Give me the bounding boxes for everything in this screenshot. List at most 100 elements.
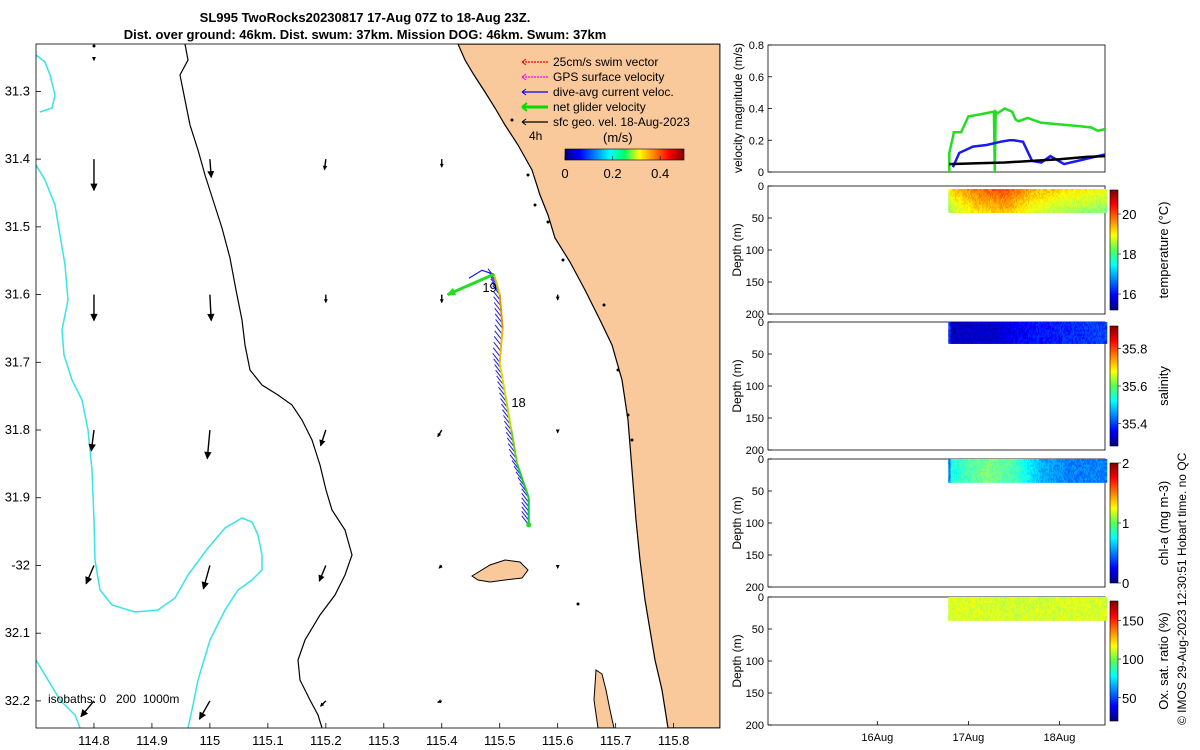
colorbar-tick-label: 35.8	[1122, 342, 1147, 357]
track-label-19: 19	[482, 280, 496, 295]
depth-y-tick-label: 150	[746, 413, 764, 425]
geo-vector-arrow	[319, 700, 327, 707]
colorbar-tick-label: 35.4	[1122, 417, 1147, 432]
depth-data-point	[1104, 322, 1108, 325]
current-feather	[492, 347, 501, 357]
velocity-series-line	[951, 139, 1106, 168]
land-mainland	[457, 44, 720, 728]
geo-vector-arrow	[207, 294, 215, 322]
depth-y-tick-label: 200	[746, 309, 764, 321]
depth-panel-data-points	[948, 322, 1108, 344]
net-velocity-arrow-head	[446, 287, 457, 296]
map-x-tick-label: 115.8	[658, 733, 690, 748]
depth-data-point	[1104, 208, 1108, 211]
land-small-island	[593, 669, 615, 728]
current-feather	[494, 313, 503, 324]
map-legend: 25cm/s swim vector GPS surface velocity …	[521, 55, 690, 181]
depth-y-tick-label: 50	[752, 213, 764, 225]
map-colorbar-ticks: 0 0.2 0.4	[561, 156, 669, 181]
depth-data-point	[1104, 191, 1108, 194]
velocity-series	[948, 107, 1106, 173]
depth-data-point	[1104, 323, 1108, 327]
depth-colorbar	[1109, 189, 1119, 311]
depth-y-tick-label: 150	[746, 277, 764, 289]
colorbar-tick-label: 18	[1122, 247, 1136, 262]
current-feather	[521, 492, 530, 503]
geo-vector-arrow	[207, 159, 215, 179]
geo-vector-arrow-head	[322, 165, 328, 171]
chart-title-line2: Dist. over ground: 46km. Dist. swum: 37k…	[123, 27, 607, 42]
geo-vector-arrow-head	[555, 564, 560, 569]
geo-vector-arrow	[437, 429, 443, 438]
current-feather	[495, 319, 504, 329]
velocity-y-tick-label: 0.6	[749, 72, 764, 84]
track-segment	[492, 273, 501, 295]
geo-vector-arrow-head	[318, 574, 325, 582]
velocity-series-line	[948, 107, 1106, 173]
depth-data-point	[1104, 329, 1108, 333]
coastal-rocks	[92, 44, 634, 606]
map-panel: 19 18 114.8 114.9 115 115.1 115.2 115.3 115.4 1…	[5, 43, 721, 748]
geo-vector-arrow-head	[437, 432, 442, 438]
map-y-tick-label: -32	[11, 557, 30, 572]
depth-y-tick-label: 100	[746, 381, 764, 393]
isobath-1000m	[36, 54, 263, 728]
geo-vector-arrow-head	[439, 163, 444, 168]
vector-scale-label: 4h	[529, 129, 542, 143]
legend-label-geo-velocity: sfc geo. vel. 18-Aug-2023	[553, 115, 690, 129]
velocity-panel: 00.20.40.60.8 velocity magnitude (m/s)	[731, 40, 1106, 179]
depth-data-point	[1104, 325, 1108, 329]
track-segment	[498, 294, 504, 329]
colorbar-label: temperature (°C)	[1156, 202, 1171, 299]
colorbar-tick-label: 35.6	[1122, 379, 1147, 394]
geo-vector-arrow	[322, 159, 328, 171]
velocity-series-line	[949, 154, 1106, 166]
depth-panel-data-points	[948, 459, 1108, 483]
velocity-y-tick-label: 0	[758, 167, 764, 179]
current-feather	[494, 330, 503, 341]
geo-vector-arrow	[323, 294, 328, 304]
geo-vector-arrow-head	[439, 299, 444, 304]
map-x-tick-label: 115.1	[252, 733, 284, 748]
geo-vector-arrow-head	[555, 296, 560, 301]
current-feather	[493, 296, 502, 307]
velocity-y-axis: 00.20.40.60.8	[749, 40, 772, 179]
geo-vector-arrow	[439, 159, 444, 168]
current-feather	[521, 501, 530, 512]
depth-y-tick-label: 50	[752, 349, 764, 361]
geo-vector-arrow	[555, 294, 560, 301]
colorbar-tick-label: 16	[1122, 287, 1136, 302]
depth-y-label: Depth (m)	[730, 359, 744, 412]
track-segment	[510, 429, 519, 465]
depth-data-point	[1104, 196, 1108, 200]
glider-track	[446, 268, 532, 528]
map-x-tick-label: 115	[200, 733, 221, 748]
geo-vector-arrow-head	[201, 581, 209, 590]
map-frame	[35, 43, 721, 729]
depth-data-point	[1104, 210, 1108, 213]
map-x-tick-label: 115.4	[426, 733, 458, 748]
depth-data-point	[1104, 189, 1108, 192]
map-y-tick-label: 31.9	[5, 490, 30, 505]
geo-vector-arrow-head	[85, 576, 93, 585]
geo-vector-arrow-head	[92, 57, 96, 62]
track-segment	[504, 395, 513, 431]
current-feather	[521, 506, 530, 517]
chart-title-line1: SL995 TwoRocks20230817 17-Aug 07Z to 18-…	[199, 10, 531, 25]
geo-vector-arrow-head	[438, 564, 443, 569]
depth-data-point	[1104, 341, 1108, 344]
isobath-200m	[179, 44, 353, 728]
geo-vector-arrow-head	[323, 299, 328, 304]
map-x-tick-label: 114.8	[78, 733, 110, 748]
map-y-tick-label: 32.2	[5, 693, 30, 708]
geo-vector-arrow	[319, 429, 327, 447]
velocity-y-tick-label: 0.4	[749, 104, 764, 116]
net-velocity-arrow	[446, 272, 495, 296]
depth-data-point	[1104, 200, 1108, 204]
geo-vector-arrow	[436, 699, 442, 704]
geo-vector-arrow	[318, 565, 327, 582]
